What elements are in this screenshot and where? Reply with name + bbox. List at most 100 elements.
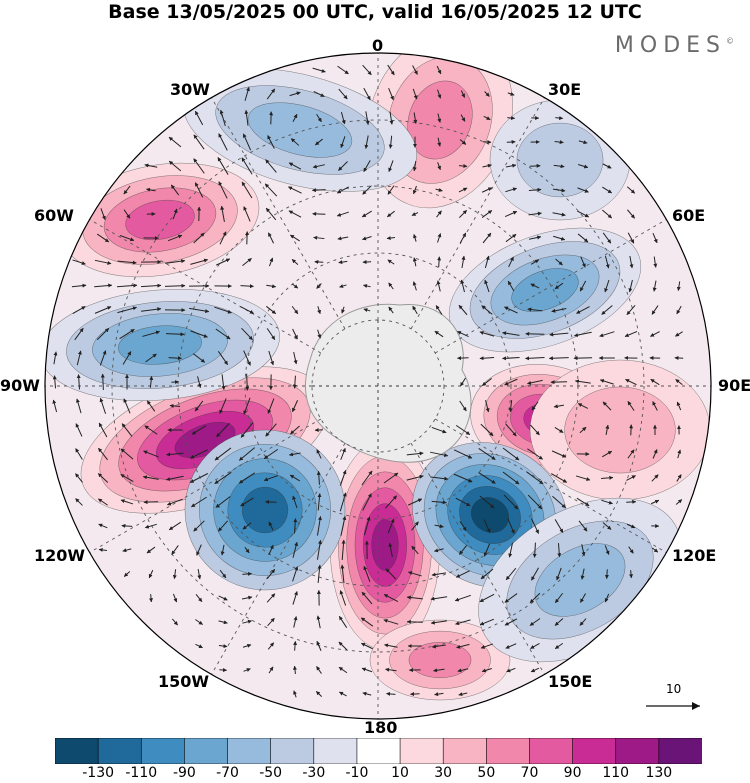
wind-arrow: [459, 520, 467, 532]
wind-arrow: [413, 112, 418, 124]
wind-arrow: [455, 570, 470, 578]
wind-arrow: [506, 667, 516, 673]
wind-arrow: [457, 330, 469, 338]
wind-arrow: [507, 280, 515, 292]
wind-arrow: [263, 475, 278, 482]
wind-arrow: [242, 133, 252, 151]
wind-arrow: [267, 617, 275, 627]
colorbar-tick-label: -110: [125, 765, 158, 781]
colorbar-swatch: [658, 738, 702, 764]
wind-arrow: [292, 665, 297, 674]
wind-arrow: [675, 331, 683, 337]
wind-arrow: [481, 305, 493, 315]
wind-arrow: [480, 643, 494, 649]
wind-arrow: [290, 234, 300, 242]
wind-arrow: [527, 494, 543, 510]
wind-arrow: [459, 139, 467, 145]
lon-label-90e: 90E: [718, 376, 750, 395]
wind-arrow: [430, 476, 449, 481]
wind-arrow: [338, 615, 348, 628]
wind-arrow: [316, 470, 321, 485]
wind-arrow: [556, 567, 562, 581]
wind-arrow: [292, 328, 298, 340]
wind-arrow: [292, 495, 298, 509]
wind-arrow: [553, 404, 564, 409]
wind-arrow: [532, 542, 537, 558]
wind-arrow: [478, 448, 496, 460]
wind-arrow: [412, 281, 417, 291]
wind-arrow: [218, 620, 228, 625]
wind-arrow: [480, 568, 494, 580]
wind-arrow: [339, 469, 347, 486]
wind-arrow: [336, 186, 349, 194]
wind-arrow: [189, 307, 210, 314]
colorbar-swatch: [55, 738, 99, 764]
wind-arrow: [386, 691, 396, 696]
wind-arrow: [340, 136, 346, 149]
wind-arrow: [268, 350, 275, 366]
wind-arrow: [627, 401, 635, 411]
wind-arrow: [241, 595, 253, 600]
wind-arrow: [361, 591, 373, 605]
wind-arrow: [453, 449, 473, 459]
wind-arrow: [459, 232, 467, 244]
wind-arrow: [317, 329, 322, 339]
wind-arrow: [142, 475, 159, 480]
wind-arrow: [457, 668, 469, 673]
wind-arrow: [169, 403, 181, 408]
wind-arrow: [293, 351, 298, 365]
wind-arrow: [265, 159, 277, 173]
colorbar-tick-label: -70: [216, 765, 239, 781]
wind-arrow: [140, 283, 162, 288]
wind-arrow: [194, 182, 204, 198]
wind-arrow: [241, 181, 253, 199]
wind-arrow: [604, 593, 610, 603]
wind-arrow: [411, 545, 419, 555]
wind-arrow: [99, 350, 107, 366]
colorbar-tick-label: -30: [302, 765, 326, 781]
wind-arrow: [190, 330, 208, 338]
wind-arrow: [626, 475, 636, 481]
wind-arrow: [434, 524, 444, 529]
wind-arrow: [602, 401, 612, 411]
wind-arrow: [194, 110, 204, 126]
anomaly-contour: [534, 543, 626, 617]
wind-arrow: [577, 233, 589, 243]
wind-arrow: [527, 448, 543, 460]
colorbar-swatch: [529, 738, 574, 764]
wind-arrow: [195, 619, 203, 625]
wind-arrow: [548, 356, 569, 361]
wind-arrow: [214, 306, 232, 314]
wind-arrow: [266, 88, 276, 100]
wind-arrow: [505, 233, 517, 243]
wind-arrow: [459, 545, 467, 555]
wind-arrow: [149, 594, 154, 603]
wind-arrow: [219, 569, 227, 579]
wind-arrow: [406, 451, 424, 456]
wind-arrow: [292, 375, 297, 389]
wind-arrow: [96, 233, 110, 243]
wind-arrow: [265, 423, 277, 437]
wind-arrow: [316, 666, 322, 674]
wind-arrow: [531, 567, 539, 581]
wind-arrow: [197, 376, 202, 388]
wind-arrow: [291, 259, 299, 265]
colorbar-swatch: [270, 738, 315, 764]
wind-arrow: [362, 185, 372, 195]
wind-arrow: [94, 283, 113, 288]
wind-arrow: [601, 499, 613, 505]
wind-arrow: [388, 160, 394, 172]
wind-arrow: [675, 378, 683, 386]
colorbar-tick-label: -130: [82, 765, 115, 781]
wind-arrow: [190, 258, 209, 265]
wind-arrow: [316, 615, 321, 629]
wind-arrow: [479, 593, 495, 603]
latitude-circle: [244, 252, 512, 520]
wind-arrow: [265, 499, 277, 504]
wind-arrow: [505, 187, 518, 193]
wind-arrow: [338, 161, 348, 171]
wind-arrow: [76, 350, 82, 366]
wind-arrow: [172, 618, 178, 626]
colorbar-swatch: [356, 738, 401, 764]
wind-arrow: [676, 401, 682, 411]
